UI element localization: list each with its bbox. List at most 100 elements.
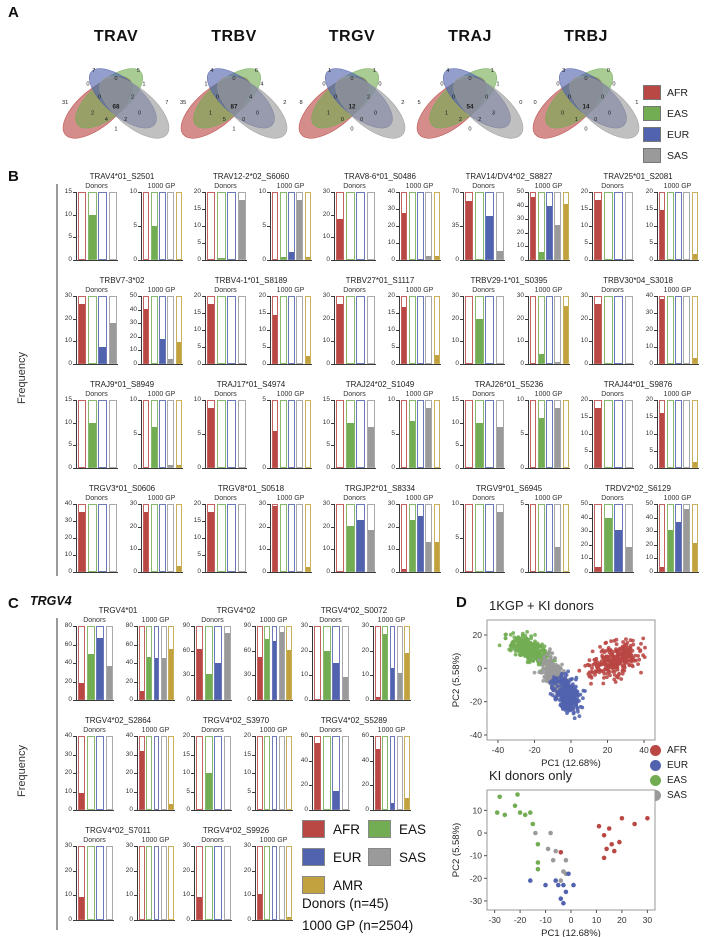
y-tick-mark (134, 663, 137, 664)
y-tick-mark (191, 791, 194, 793)
y-tick-mark (654, 558, 657, 560)
allele-freq-bar-sas (296, 400, 303, 468)
y-tick-mark (654, 347, 657, 348)
plot-area (76, 504, 118, 573)
subplot-donors: Donors 0 5 10 15 20 (578, 183, 634, 263)
y-tick-label: 10 (451, 337, 459, 345)
pca-plot-ki-only: -30 -20 -10 0 10 20 30 -30 -20 -10 0 10 PC1 (12.68%)… (449, 784, 684, 937)
allele-freq-bar-afr (658, 296, 666, 364)
allele-freq-bar-sas (366, 296, 376, 364)
svg-text:0: 0 (216, 94, 219, 100)
bar-fill (692, 358, 698, 363)
allele-freq-bar-eur (214, 846, 222, 920)
y-tick-mark (589, 243, 592, 244)
allele-freq-bar-eas (382, 736, 388, 810)
y-tick-label: 0 (197, 568, 201, 575)
plot-area (137, 736, 175, 811)
allele-freq-bar-afr (206, 296, 216, 364)
subplot-label: Donors (201, 727, 224, 734)
y-tick-mark (396, 434, 399, 435)
y-tick-label: 10 (387, 396, 395, 403)
venn-title: TRAJ (448, 28, 492, 45)
allele-chart-trgv8-01-s0518: TRGV8*01_S0518 Donors 0 5 10 15 20 1000 GP 0 10 20… (191, 484, 312, 586)
subplot-1000-gp: 1000 GP 0 5 10 15 20 (643, 391, 699, 471)
y-tick-label: 10 (243, 769, 251, 776)
y-tick-label: 10 (580, 554, 588, 562)
bar-fill (196, 897, 203, 919)
y-tick-label: 30 (322, 292, 330, 299)
allele-freq-bar-sas (495, 400, 505, 468)
svg-text:40: 40 (639, 745, 649, 755)
y-tick-label: 20 (387, 292, 395, 299)
allele-freq-bar-sas (167, 400, 174, 468)
y-tick-label: 0 (584, 360, 588, 367)
allele-chart-title: TRAV8-6*01_S0486 (344, 172, 416, 181)
allele-freq-bar-eur (159, 400, 166, 468)
allele-freq-bar-afr (77, 400, 87, 468)
y-tick-mark (331, 526, 334, 528)
bar-fill (287, 916, 292, 919)
y-tick-label: 30 (516, 292, 524, 299)
allele-chart-trgv4-02-s5289: TRGV4*02_S5289 Donors 0 20 40 60 1000 GP 0 20 40 6… (298, 716, 411, 824)
y-tick-mark (331, 341, 334, 343)
y-tick-label: 0 (326, 256, 330, 263)
y-tick-mark (134, 846, 137, 847)
y-tick-mark (138, 192, 141, 193)
bar-fill (684, 508, 689, 571)
y-tick-mark (370, 736, 373, 737)
y-tick-label: 20 (129, 522, 137, 530)
plot-area (141, 504, 183, 573)
subplot-label: Donors (601, 287, 624, 294)
svg-text:0: 0 (584, 76, 587, 82)
y-tick-mark (267, 260, 270, 261)
y-tick-label: 10 (580, 430, 588, 437)
y-tick-label: 40 (125, 732, 133, 739)
bar-fill (336, 303, 344, 363)
y-tick-mark (331, 445, 334, 447)
y-tick-label: 20 (64, 677, 72, 685)
bar-fill (555, 361, 560, 363)
y-tick-mark (73, 214, 76, 216)
allele-freq-bar-sas (279, 626, 285, 700)
allele-freq-bar-eur (356, 192, 365, 260)
svg-text:-20: -20 (528, 745, 541, 755)
allele-freq-bar-sas (108, 400, 118, 468)
plot-area (373, 626, 411, 701)
allele-chart-title: TRBV29-1*01_S0395 (470, 276, 548, 285)
allele-freq-bar-eas (667, 296, 674, 364)
y-tick-mark (589, 364, 592, 365)
bar-fill (434, 354, 440, 363)
bar-fill (176, 565, 182, 571)
bar-fill (496, 251, 504, 259)
svg-text:1: 1 (328, 68, 331, 74)
bar-fill (401, 568, 407, 571)
allele-freq-bar-eas (88, 296, 97, 364)
y-tick-label: 0 (391, 464, 395, 471)
y-tick-label: 5 (649, 239, 653, 246)
allele-freq-bar-eur (271, 626, 278, 700)
y-tick-mark (267, 330, 270, 331)
svg-text:1: 1 (491, 68, 494, 74)
allele-freq-bar-eur (417, 192, 424, 260)
y-tick-mark (202, 434, 205, 435)
y-tick-mark (525, 434, 528, 435)
subplot-label: Donors (343, 183, 366, 190)
plot-area (194, 736, 232, 811)
y-tick-label: 10 (258, 188, 266, 195)
allele-chart-title: TRGJP2*01_S8334 (344, 484, 416, 493)
y-tick-mark (525, 219, 528, 221)
bar-fill (390, 667, 395, 699)
plot-area (270, 400, 312, 469)
scatter-points-afr (558, 816, 650, 861)
y-tick-label: 10 (516, 242, 524, 250)
allele-freq-bar-eas (151, 296, 158, 364)
legend-label: EAS (667, 775, 688, 786)
y-tick-mark (73, 555, 76, 556)
y-tick-mark (267, 572, 270, 573)
svg-text:0: 0 (607, 68, 610, 74)
svg-text:2: 2 (459, 117, 462, 123)
legend-label: AFR (333, 821, 360, 837)
allele-freq-bar-afr (256, 846, 263, 920)
subplot-label: 1000 GP (534, 183, 563, 190)
